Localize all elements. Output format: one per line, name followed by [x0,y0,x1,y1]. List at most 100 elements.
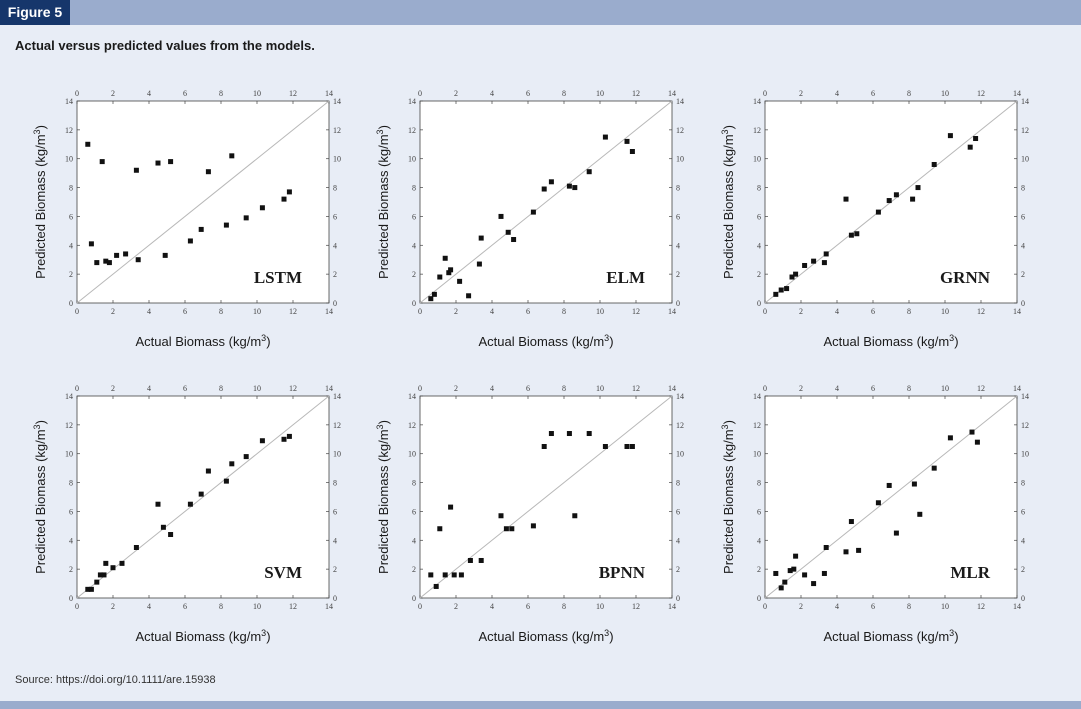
x-tick-label-top: 8 [907,89,911,98]
y-tick-label: 8 [757,479,761,488]
y-tick-label: 12 [753,421,761,430]
data-point [160,524,166,530]
data-point [198,226,204,232]
x-tick-label: 0 [75,602,79,611]
y-tick-label: 12 [408,126,416,135]
y-tick-label-right: 0 [676,299,680,308]
data-point [793,553,799,559]
data-point [624,138,630,144]
y-axis-title: Predicted Biomass (kg/m3) [375,125,391,279]
identity-line [76,395,330,599]
data-point [110,565,116,571]
data-point [530,209,536,215]
y-tick-label-right: 8 [1021,479,1025,488]
x-tick-label-top: 2 [111,89,115,98]
y-tick-label: 10 [753,155,761,164]
y-tick-label: 2 [412,270,416,279]
data-point [286,433,292,439]
data-point [281,436,287,442]
data-point [511,237,517,243]
data-point [428,296,434,302]
x-tick-label: 14 [668,307,676,316]
data-point [624,444,630,449]
y-tick-label: 10 [65,155,73,164]
data-point [123,251,129,257]
y-tick-label: 14 [753,97,761,106]
data-point [848,519,854,525]
x-tick-label: 0 [763,307,767,316]
y-tick-label: 4 [757,241,761,250]
x-tick-label: 2 [454,307,458,316]
y-tick-label: 6 [757,507,761,516]
y-tick-label: 8 [69,184,73,193]
y-tick-label-right: 14 [1021,392,1029,401]
x-tick-label-top: 6 [871,89,875,98]
data-point [99,159,105,165]
data-point [85,586,91,592]
x-tick-label-top: 12 [289,384,297,393]
x-tick-label-top: 10 [941,384,949,393]
y-tick-label-right: 0 [333,594,337,603]
y-tick-label: 4 [757,536,761,545]
x-tick-label-top: 12 [289,89,297,98]
x-tick-label-top: 6 [183,384,187,393]
data-point [856,547,862,553]
data-point [784,286,790,292]
data-point [629,149,635,154]
data-point [917,511,923,517]
x-tick-label: 0 [763,602,767,611]
y-tick-label-right: 2 [1021,565,1025,574]
data-point [911,481,917,487]
data-point [791,566,797,572]
data-point [119,560,125,566]
data-point [782,579,788,585]
data-point [787,568,793,574]
x-tick-label: 14 [325,307,333,316]
y-tick-label: 12 [753,126,761,135]
data-point [114,252,120,258]
y-tick-label-right: 12 [676,421,684,430]
data-point [566,431,572,437]
y-tick-label-right: 4 [333,241,337,250]
data-point [931,465,937,471]
data-point [243,215,249,221]
y-tick-label-right: 10 [1021,155,1029,164]
data-point [566,183,572,189]
y-tick-label: 0 [412,299,416,308]
x-tick-label-top: 10 [596,384,604,393]
x-tick-label: 10 [596,602,604,611]
y-tick-label: 14 [65,97,73,106]
x-tick-label-top: 12 [977,384,985,393]
y-tick-label-right: 10 [333,155,341,164]
data-point [168,532,174,538]
footer-bar [0,701,1081,709]
data-point [168,159,174,165]
x-tick-label-top: 8 [907,384,911,393]
x-tick-label: 6 [183,602,187,611]
data-point [811,581,817,587]
data-point [821,260,827,266]
y-tick-label: 14 [408,392,416,401]
x-tick-label: 14 [668,602,676,611]
figure-label: Figure 5 [0,0,70,25]
x-tick-label-top: 4 [490,384,494,393]
x-tick-label-top: 0 [75,384,79,393]
data-point [498,213,504,219]
x-tick-label: 0 [75,307,79,316]
y-tick-label-right: 10 [676,450,684,459]
data-point [243,454,249,460]
source-citation: Source: https://doi.org/10.1111/are.1593… [15,674,216,686]
data-point [205,169,211,175]
x-tick-label-top: 6 [526,384,530,393]
data-point [88,586,94,592]
y-tick-label-right: 0 [333,299,337,308]
y-axis-title: Predicted Biomass (kg/m3) [720,125,736,279]
x-tick-label: 4 [490,307,494,316]
data-point [155,501,161,507]
data-point [572,185,578,191]
y-tick-label-right: 6 [333,212,337,221]
data-point [893,192,899,198]
x-tick-label: 4 [147,602,151,611]
